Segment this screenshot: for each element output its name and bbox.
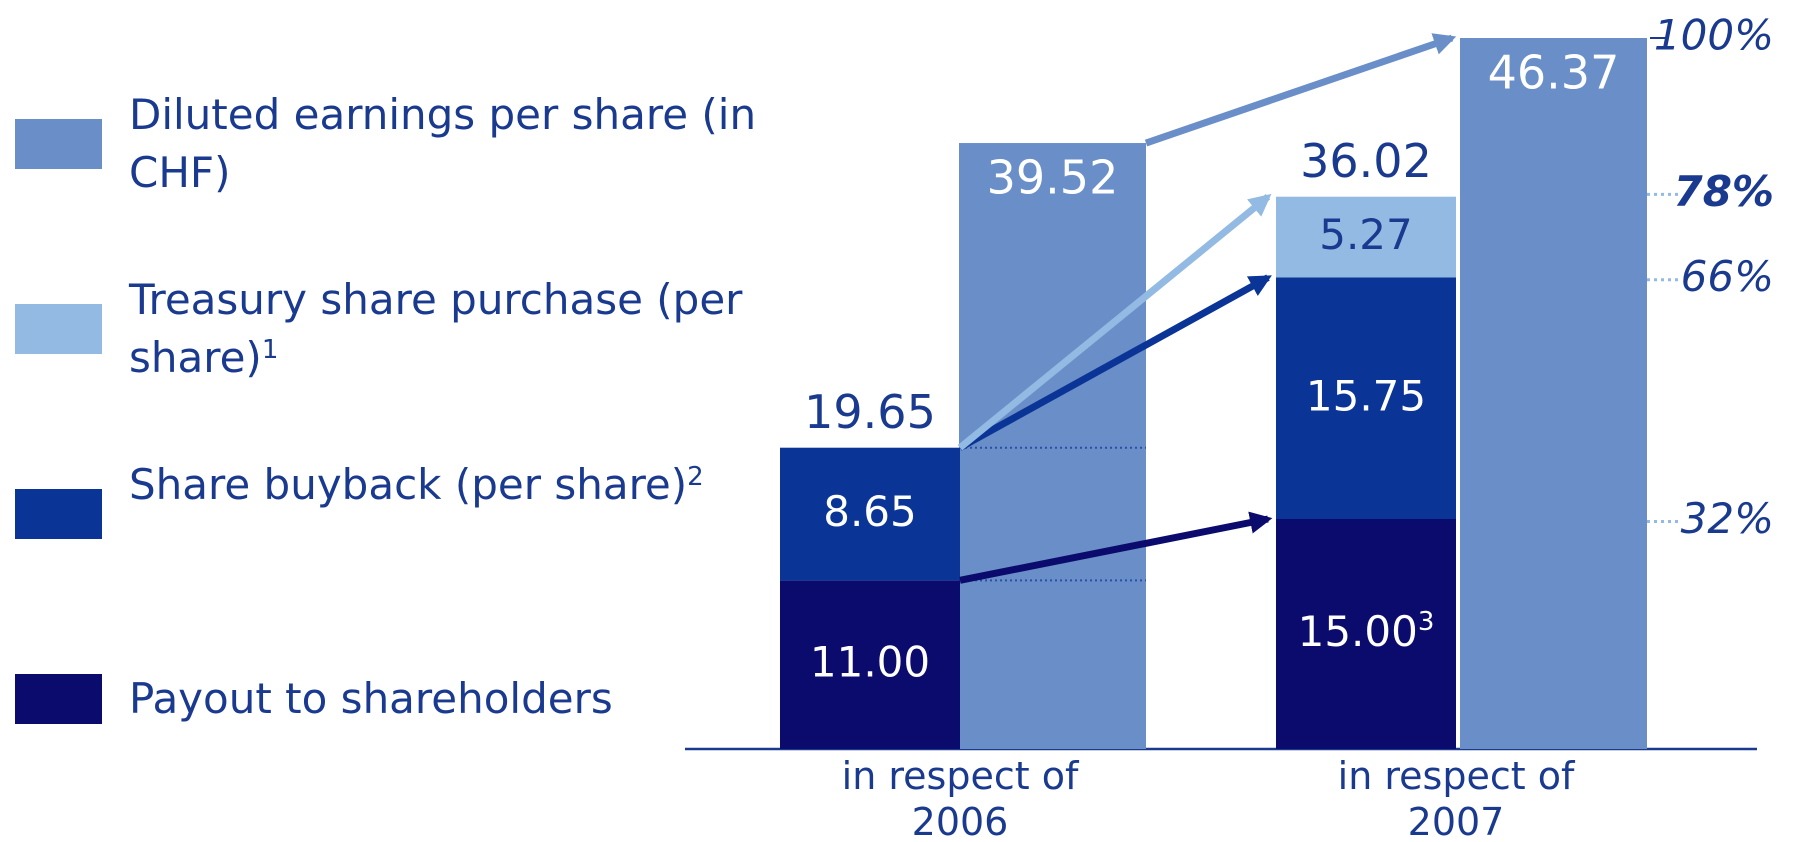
y2-tick-label: 32%	[1681, 494, 1774, 543]
legend-label: Diluted earnings per share (in CHF)	[129, 86, 769, 202]
category-text: in respect of 2007	[1337, 754, 1575, 842]
x-tick-label: in respect of 2006	[810, 753, 1110, 842]
value-label: 39.52	[987, 151, 1119, 205]
legend-text: Payout to shareholders	[129, 674, 613, 723]
arrow	[958, 274, 1272, 451]
bar-segment	[780, 580, 960, 749]
category-text: in respect of 2006	[841, 754, 1079, 842]
legend-note: 2	[687, 462, 704, 492]
value-label: 15.003	[1298, 607, 1435, 656]
y2-tick-label: 78%	[1673, 167, 1774, 216]
value-label-text: 5.27	[1319, 210, 1413, 259]
value-label-text: 8.65	[823, 487, 917, 536]
value-label-note: 3	[1418, 607, 1435, 637]
legend-text: Share buyback (per share)	[129, 460, 688, 509]
bar-segment	[1276, 277, 1456, 520]
value-label-text: 15.75	[1306, 371, 1426, 420]
bar-segment	[780, 447, 960, 581]
arrow	[1144, 33, 1457, 147]
value-label: 46.37	[1488, 46, 1620, 100]
bar-segment	[1276, 196, 1456, 278]
value-label: 15.75	[1306, 371, 1426, 420]
arrow	[957, 193, 1272, 451]
bar-segment	[1276, 519, 1456, 749]
legend-swatch	[15, 304, 102, 354]
bar	[1460, 38, 1647, 749]
value-label: 5.27	[1319, 210, 1413, 259]
legend-label: Treasury share purchase (per share)1	[129, 271, 769, 387]
y2-tick-label: 100%	[1654, 11, 1774, 60]
value-label: 8.65	[823, 487, 917, 536]
bar	[959, 143, 1146, 749]
legend-text: Treasury share purchase (per share)	[129, 275, 743, 382]
legend-swatch	[15, 119, 102, 169]
legend-label: Payout to shareholders	[129, 670, 769, 728]
value-label-text: 11.00	[810, 637, 930, 686]
legend-swatch	[15, 489, 102, 539]
x-tick-label: in respect of 2007	[1306, 753, 1606, 842]
total-label: 36.02	[1300, 134, 1432, 188]
total-label: 19.65	[804, 385, 936, 439]
y2-tick-label: 66%	[1681, 252, 1774, 301]
legend-label: Share buyback (per share)2	[129, 456, 769, 514]
value-label: 11.00	[810, 637, 930, 686]
legend-text: Diluted earnings per share (in CHF)	[129, 90, 757, 197]
value-label-text: 15.00	[1298, 607, 1418, 656]
arrow	[959, 511, 1273, 584]
legend-swatch	[15, 674, 102, 724]
legend-note: 1	[261, 335, 279, 365]
